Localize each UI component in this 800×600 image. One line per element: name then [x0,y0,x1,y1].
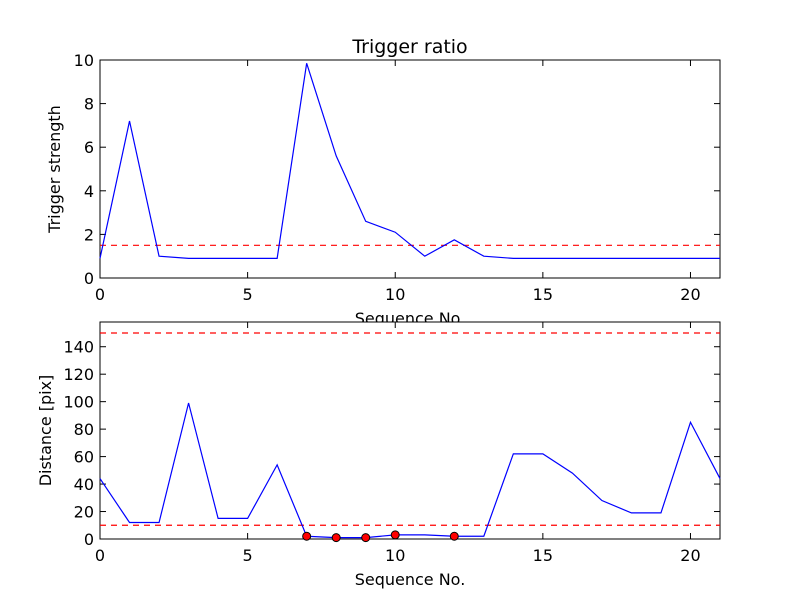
data-point-marker [390,530,400,540]
x-tick-label: 10 [385,285,405,304]
y-tick-label: 140 [63,338,94,357]
data-point-marker [331,533,341,543]
series-line [99,63,720,259]
data-point-marker [361,533,371,543]
x-tick-label: 0 [95,546,105,565]
bottom-subplot: 0 5 10 15 20 0 20 40 60 80 100 120 140 Sequence No. Di… [36,321,721,589]
y-tick-label: 60 [74,448,94,467]
y-axis-label: Trigger strength [45,105,64,234]
y-tick-label: 80 [74,420,94,439]
y-tick-label: 8 [84,95,94,114]
y-tick-label: 4 [84,182,94,201]
y-tick-label: 6 [84,138,94,157]
data-point-marker [302,531,312,541]
x-tick-label: 20 [680,546,700,565]
y-tick-label: 20 [74,503,94,522]
series-line [99,402,721,539]
axes-frame [99,321,721,540]
y-tick-label: 120 [63,365,94,384]
data-point-marker [449,531,459,541]
x-tick-label: 5 [243,546,253,565]
x-tick-label: 15 [533,285,553,304]
x-tick-label: 10 [385,546,405,565]
axes-frame [99,59,721,279]
x-tick-label: 0 [95,285,105,304]
x-axis-label: Sequence No. [355,570,466,589]
x-tick-label: 15 [533,546,553,565]
y-axis-label: Distance [pix] [36,375,55,487]
y-tick-label: 2 [84,225,94,244]
x-tick-label: 20 [680,285,700,304]
x-tick-label: 5 [243,285,253,304]
y-tick-label: 0 [84,530,94,549]
y-tick-label: 10 [74,51,94,70]
y-tick-label: 0 [84,269,94,288]
chart-title: Trigger ratio [351,36,467,58]
y-tick-label: 100 [63,393,94,412]
y-tick-label: 40 [74,475,94,494]
